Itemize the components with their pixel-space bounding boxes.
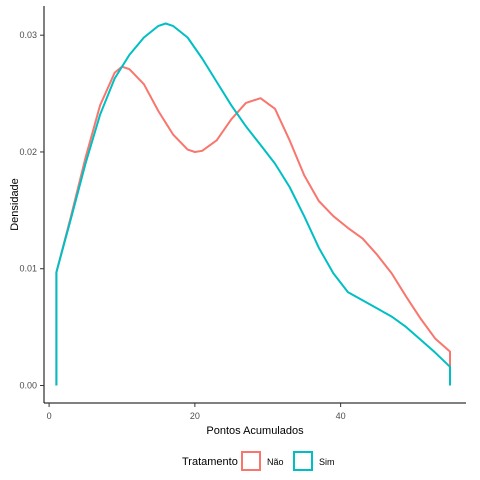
legend-key-2 xyxy=(293,451,313,471)
legend-label-2: Sim xyxy=(319,457,335,467)
x-tick-label: 20 xyxy=(190,411,200,421)
y-tick-label: 0.03 xyxy=(19,30,37,40)
legend: Tratamento Não Sim xyxy=(182,451,335,471)
series-layer xyxy=(55,22,451,386)
x-ticks: 0 20 40 xyxy=(47,403,346,421)
legend-key-1 xyxy=(241,451,261,471)
y-axis-title: Densidade xyxy=(9,178,21,231)
x-tick-label: 40 xyxy=(336,411,346,421)
density-line-1 xyxy=(55,65,451,386)
legend-items: Não Sim xyxy=(241,451,335,471)
y-ticks: 0.00 0.01 0.02 0.03 xyxy=(19,30,44,390)
x-tick-label: 0 xyxy=(47,411,52,421)
density-line-2 xyxy=(55,22,451,386)
legend-title: Tratamento xyxy=(182,456,238,468)
plot-area: 0 20 40 0.00 0.01 0.02 0.03 xyxy=(19,6,466,421)
x-axis-title: Pontos Acumulados xyxy=(206,425,304,437)
y-tick-label: 0.00 xyxy=(19,380,37,390)
legend-label-1: Não xyxy=(267,457,284,467)
y-tick-label: 0.01 xyxy=(19,264,37,274)
y-tick-label: 0.02 xyxy=(19,147,37,157)
